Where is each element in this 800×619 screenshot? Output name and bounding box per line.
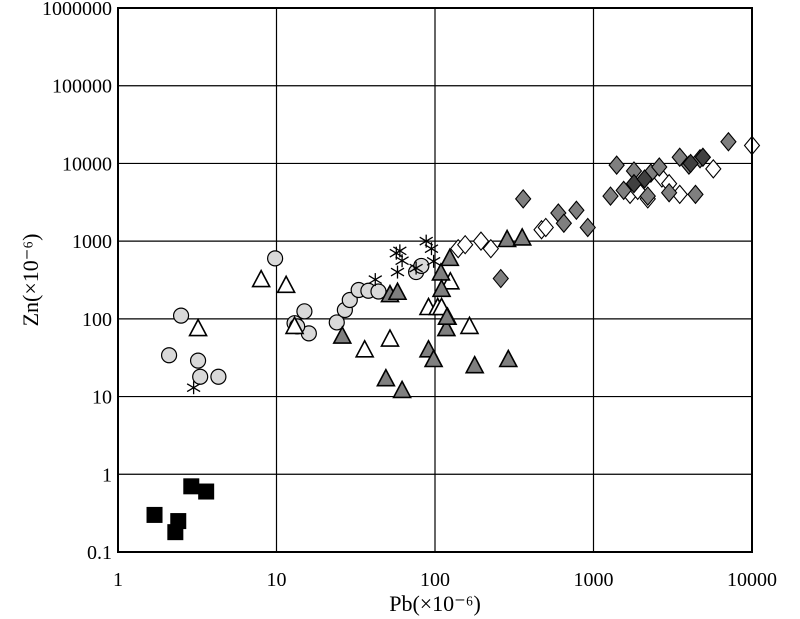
x-tick-label: 10 bbox=[267, 569, 287, 591]
data-points bbox=[146, 131, 761, 541]
diamond-marker bbox=[456, 234, 474, 255]
circle-marker bbox=[172, 307, 190, 324]
triangle-marker bbox=[512, 227, 533, 246]
triangle-marker bbox=[431, 278, 452, 298]
asterisk-marker bbox=[393, 244, 407, 258]
asterisk-marker bbox=[409, 261, 423, 275]
circle-marker bbox=[210, 368, 227, 385]
y-tick-label: 0.1 bbox=[87, 542, 112, 564]
diamond-marker bbox=[514, 189, 532, 209]
circle-marker bbox=[189, 352, 207, 369]
diamond-marker bbox=[705, 159, 722, 179]
y-tick-label: 1000000 bbox=[42, 0, 112, 20]
diamond-marker bbox=[694, 147, 712, 168]
diamond-marker bbox=[492, 268, 509, 289]
y-tick-label: 10 bbox=[92, 387, 112, 409]
y-axis-title: Zn(×10⁻⁶) bbox=[18, 234, 43, 327]
diamond-marker bbox=[660, 182, 678, 203]
square-marker bbox=[183, 478, 200, 495]
x-tick-label: 1000 bbox=[574, 569, 614, 591]
plot-frame bbox=[117, 7, 753, 553]
asterisk-marker bbox=[424, 242, 439, 256]
square-marker bbox=[198, 483, 215, 500]
x-tick-label: 100 bbox=[420, 569, 450, 591]
triangle-marker bbox=[497, 228, 517, 248]
diamond-marker bbox=[579, 217, 596, 238]
x-tick-label: 10000 bbox=[727, 569, 777, 591]
triangle-marker bbox=[332, 325, 353, 344]
diamond-marker bbox=[639, 186, 656, 206]
triangle-marker bbox=[464, 354, 485, 374]
x-axis-title: Pb(×10⁻⁶) bbox=[389, 591, 481, 616]
diamond-marker bbox=[687, 184, 704, 205]
triangle-marker bbox=[276, 274, 296, 294]
asterisk-marker bbox=[368, 273, 383, 287]
triangle-marker bbox=[284, 315, 305, 335]
diamond-marker bbox=[608, 155, 625, 176]
x-tick-label: 1 bbox=[113, 569, 123, 591]
triangle-marker bbox=[188, 317, 208, 337]
diamond-marker bbox=[682, 153, 699, 174]
triangle-marker bbox=[380, 328, 400, 347]
triangle-marker bbox=[437, 306, 457, 326]
triangle-marker bbox=[251, 268, 271, 288]
diamond-marker bbox=[615, 180, 632, 201]
circle-marker bbox=[328, 314, 345, 331]
grid-lines bbox=[118, 8, 752, 552]
triangle-marker bbox=[439, 247, 460, 267]
y-tick-label: 100000 bbox=[52, 76, 112, 98]
diamond-marker bbox=[568, 200, 585, 221]
triangle-marker bbox=[459, 315, 480, 335]
triangle-marker bbox=[354, 339, 375, 358]
diamond-marker bbox=[636, 169, 653, 189]
triangle-marker bbox=[392, 379, 412, 399]
square-marker bbox=[146, 506, 163, 523]
asterisk-marker bbox=[186, 381, 201, 395]
diamond-marker bbox=[472, 231, 490, 252]
diamond-marker bbox=[651, 157, 668, 177]
circle-marker bbox=[160, 347, 178, 364]
asterisk-marker bbox=[426, 254, 441, 268]
tick-labels: 1 10 100 1000 100000.11101001000100001000001… bbox=[42, 0, 777, 591]
circle-marker bbox=[296, 303, 313, 320]
y-tick-label: 100 bbox=[82, 309, 112, 331]
triangle-marker bbox=[440, 271, 461, 290]
y-tick-label: 10000 bbox=[62, 153, 112, 175]
diamond-marker bbox=[602, 186, 619, 206]
y-tick-label: 1 bbox=[102, 464, 112, 486]
asterisk-marker bbox=[390, 265, 405, 279]
diamond-marker bbox=[720, 131, 737, 152]
diamond-marker bbox=[671, 147, 688, 168]
triangle-marker bbox=[436, 317, 457, 337]
diamond-marker bbox=[482, 238, 500, 259]
diamond-marker bbox=[537, 217, 555, 238]
y-tick-label: 1000 bbox=[72, 231, 112, 253]
triangle-marker bbox=[498, 348, 519, 368]
triangle-marker bbox=[423, 348, 444, 368]
triangle-marker bbox=[376, 367, 396, 387]
diamond-marker bbox=[555, 213, 573, 234]
asterisk-marker bbox=[395, 254, 409, 268]
circle-marker bbox=[267, 250, 284, 267]
circle-marker bbox=[192, 368, 209, 385]
square-marker bbox=[167, 524, 184, 541]
triangle-marker bbox=[387, 281, 408, 301]
